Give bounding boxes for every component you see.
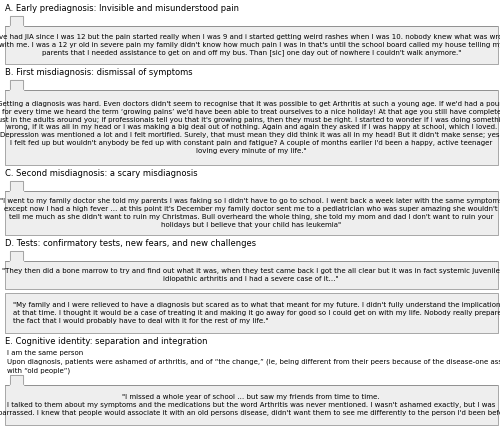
Polygon shape [10,251,23,261]
Polygon shape [10,181,23,191]
Text: "I went to my family doctor she told my parents I was faking so I didn't have to: "I went to my family doctor she told my … [0,198,500,228]
Text: "They then did a bone marrow to try and find out what it was, when they test cam: "They then did a bone marrow to try and … [2,268,500,282]
Text: "I've had JIA since I was 12 but the pain started really when I was 9 and i star: "I've had JIA since I was 12 but the pai… [0,34,500,56]
Text: with “old people”): with “old people”) [7,367,70,373]
Text: C. Second misdiagnosis: a scary misdiagnosis: C. Second misdiagnosis: a scary misdiagn… [5,169,198,178]
Bar [5,191,498,235]
Bar [5,261,498,289]
Bar [5,293,498,333]
Polygon shape [10,16,23,26]
Bar [5,90,498,165]
Text: B. First misdiagnosis: dismissal of symptoms: B. First misdiagnosis: dismissal of symp… [5,68,192,77]
Text: "My family and I were relieved to have a diagnosis but scared as to what that me: "My family and I were relieved to have a… [13,302,500,324]
Text: Upon diagnosis, patients were ashamed of arthritis, and of “the change,” (ie, be: Upon diagnosis, patients were ashamed of… [7,359,500,365]
Text: I am the same person: I am the same person [7,350,83,356]
Text: A. Early prediagnosis: Invisible and misunderstood pain: A. Early prediagnosis: Invisible and mis… [5,4,239,13]
Bar [5,26,498,64]
Text: "I missed a whole year of school … but saw my friends from time to time.
I talke: "I missed a whole year of school … but s… [0,394,500,416]
Text: D. Tests: confirmatory tests, new fears, and new challenges: D. Tests: confirmatory tests, new fears,… [5,239,256,248]
Bar [5,385,498,425]
Polygon shape [10,375,23,385]
Text: "Getting a diagnosis was hard. Even doctors didn't seem to recognise that it was: "Getting a diagnosis was hard. Even doct… [0,101,500,154]
Text: E. Cognitive identity: separation and integration: E. Cognitive identity: separation and in… [5,337,207,346]
Polygon shape [10,80,23,90]
